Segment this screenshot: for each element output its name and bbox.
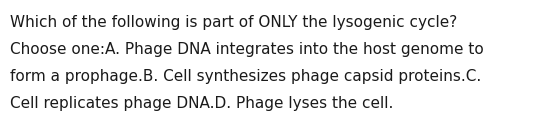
Text: form a prophage.B. Cell synthesizes phage capsid proteins.C.: form a prophage.B. Cell synthesizes phag… [10,69,482,84]
Text: Choose one:A. Phage DNA integrates into the host genome to: Choose one:A. Phage DNA integrates into … [10,42,484,57]
Text: Cell replicates phage DNA.D. Phage lyses the cell.: Cell replicates phage DNA.D. Phage lyses… [10,96,393,111]
Text: Which of the following is part of ONLY the lysogenic cycle?: Which of the following is part of ONLY t… [10,15,458,30]
